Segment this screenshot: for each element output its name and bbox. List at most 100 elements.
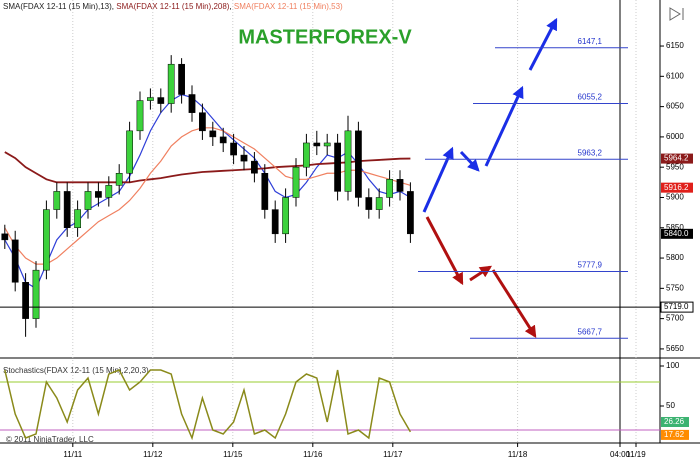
candle-body [396, 179, 404, 192]
x-tick-label: 11/12 [143, 450, 163, 459]
candle-body [313, 142, 321, 147]
legend: SMA(FDAX 12-11 (15 Min),13), SMA(FDAX 12… [3, 2, 343, 11]
candle-body [1, 233, 9, 241]
candle-body [22, 282, 29, 319]
candle-body [386, 179, 393, 198]
icon[interactable] [669, 7, 684, 21]
price-marker-label: 5964.2 [664, 154, 689, 163]
x-tick-label: 11/16 [303, 450, 323, 459]
price-marker [661, 228, 693, 239]
level-label: 5667,7 [578, 327, 603, 336]
arrow [425, 216, 464, 286]
candle-body [147, 97, 154, 101]
level-label: 6147,1 [578, 37, 603, 46]
level-label: 5963,2 [578, 148, 603, 157]
candle-body [303, 142, 310, 168]
candle-body [84, 191, 92, 210]
toolbar-icon[interactable] [669, 7, 684, 21]
legend-separator: , [112, 2, 116, 11]
candle-body [43, 209, 50, 271]
stochastic-title: Stochastics(FDAX 12-11 (15 Min),2,20,3) [3, 366, 149, 375]
candle-body [32, 269, 40, 319]
candle-body [230, 142, 237, 156]
stoch-marker [661, 429, 689, 440]
candle-body [167, 63, 175, 104]
arrow [469, 265, 493, 282]
y-tick-label: 5650 [666, 344, 684, 353]
y-tick-label: 6000 [666, 132, 684, 141]
price-marker-label: 5916.2 [664, 183, 689, 192]
candle-body [188, 94, 196, 113]
sma-line [4, 93, 411, 290]
chart-title: MASTERFOREX-V [238, 26, 412, 48]
candle-body [323, 142, 331, 147]
candle-body [292, 166, 300, 198]
price-marker-label: 5840.0 [664, 229, 689, 238]
legend-entry: SMA(FDAX 12-11 (15 Min),53) [234, 2, 343, 11]
candle-body [251, 160, 258, 174]
y-tick-label: 5700 [666, 314, 684, 323]
x-tick-label: 11/18 [508, 450, 528, 459]
arrow [491, 269, 537, 339]
candle-body [157, 97, 165, 104]
y-tick-label: 5850 [666, 223, 684, 232]
candle-body [355, 130, 362, 198]
candle-body [240, 154, 248, 162]
candle-body [407, 191, 414, 235]
candle-body [126, 130, 133, 174]
candle-body [115, 172, 123, 186]
candle-body [261, 172, 269, 210]
candle-body [209, 130, 217, 138]
candle-body [271, 209, 279, 235]
candle-body [136, 100, 144, 132]
price-marker-label: 5719.0 [664, 302, 689, 311]
candle-body [365, 197, 373, 210]
stoch-marker [661, 416, 689, 427]
candle-body [344, 130, 352, 192]
legend-entry: SMA(FDAX 12-11 (15 Min),13) [3, 2, 112, 11]
level-label: 6055,2 [578, 93, 603, 102]
candle-body [95, 191, 102, 198]
x-tick-label: 11/17 [383, 450, 403, 459]
x-tick-label: 11/15 [223, 450, 243, 459]
stoch-y-tick-label: 100 [666, 361, 680, 370]
copyright: © 2011 NinjaTrader, LLC [6, 435, 94, 444]
stoch-y-tick-label: 50 [666, 401, 675, 410]
y-tick-label: 6150 [666, 41, 684, 50]
price-marker [661, 153, 693, 164]
candle-body [334, 142, 341, 192]
x-tick-label: 11/11 [63, 450, 82, 459]
stoch-marker-label: 17.62 [664, 430, 685, 439]
candle-body [105, 185, 113, 198]
candle-body [178, 63, 185, 95]
candle-body [375, 197, 383, 210]
x-tick-label: 04:00 [610, 450, 631, 459]
y-tick-label: 6050 [666, 102, 684, 111]
price-marker [661, 182, 693, 193]
arrow [459, 150, 480, 172]
arrow [528, 17, 558, 71]
candle-body [74, 209, 81, 229]
y-tick-label: 5800 [666, 253, 684, 262]
candle-body [199, 112, 206, 132]
candle-body [219, 136, 227, 144]
y-tick-label: 5750 [666, 283, 684, 292]
stoch-marker-label: 26.26 [664, 417, 685, 426]
y-tick-label: 6100 [666, 71, 684, 80]
legend-entry: SMA(FDAX 12-11 (15 Min),208) [116, 2, 230, 11]
y-tick-label: 5950 [666, 162, 684, 171]
x-tick-label: 11/19 [626, 450, 646, 459]
sma-line [4, 127, 411, 265]
candle-body [282, 197, 289, 235]
arrow [484, 85, 524, 167]
legend-separator: , [229, 2, 233, 11]
stoch-line [4, 369, 412, 441]
candle-body [53, 191, 61, 210]
y-tick-label: 5900 [666, 193, 684, 202]
candle-body [11, 239, 19, 283]
level-label: 5777,9 [578, 261, 603, 270]
sma-line [4, 151, 411, 184]
